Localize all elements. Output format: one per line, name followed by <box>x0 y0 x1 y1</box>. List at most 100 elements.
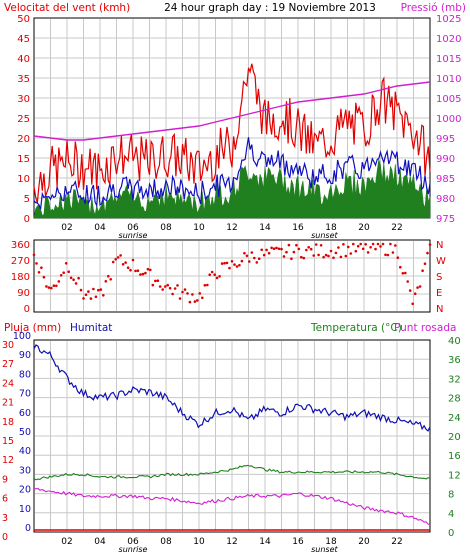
direction-point <box>416 286 419 289</box>
pressure-title: Pressió (mb) <box>401 2 466 14</box>
direction-point <box>186 292 189 295</box>
direction-point <box>257 257 261 261</box>
direction-point <box>139 273 142 276</box>
temperature-y-tick-label: 8 <box>448 490 454 501</box>
direction-point <box>168 286 172 290</box>
rain-y-tick-label: 30 <box>2 340 14 351</box>
direction-point <box>243 251 246 255</box>
direction-point <box>161 288 164 291</box>
direction-point <box>97 288 100 292</box>
direction-point <box>287 243 291 247</box>
hum-x-tick-label: 20 <box>358 537 370 547</box>
direction-point <box>322 255 325 259</box>
direction-point <box>314 243 318 246</box>
direction-point <box>295 243 298 247</box>
direction-point <box>149 268 152 272</box>
direction-point <box>233 263 236 266</box>
direction-point <box>332 256 335 260</box>
humidity-y-tick-label: 50 <box>19 427 31 438</box>
direction-point <box>361 247 365 251</box>
direction-point <box>156 279 160 283</box>
direction-point <box>57 280 61 283</box>
direction-point <box>158 285 162 288</box>
direction-point <box>329 249 333 253</box>
direction-point <box>401 272 405 275</box>
direction-point <box>32 253 36 257</box>
direction-point <box>55 284 58 288</box>
direction-point <box>255 261 259 264</box>
humidity-y-tick-label: 90 <box>19 350 31 361</box>
direction-point <box>250 251 254 254</box>
pressure-y-tick-label: 1020 <box>436 34 461 45</box>
direction-point <box>245 254 249 258</box>
direction-point <box>307 246 311 249</box>
direction-compass-label: W <box>436 256 446 267</box>
direction-point <box>317 253 320 257</box>
direction-point <box>42 275 46 279</box>
direction-point <box>371 242 375 246</box>
hum-x-tick-label: 04 <box>94 537 106 547</box>
direction-point <box>347 245 350 249</box>
direction-point <box>196 299 199 302</box>
direction-point <box>84 293 88 297</box>
temperature-y-tick-label: 16 <box>448 451 461 462</box>
direction-point <box>267 251 271 255</box>
wind-x-tick-label: 02 <box>61 223 72 233</box>
direction-point <box>141 272 145 276</box>
direction-point <box>99 288 103 291</box>
direction-point <box>280 247 283 251</box>
direction-point <box>62 271 65 275</box>
direction-point <box>72 278 75 282</box>
direction-point <box>144 271 147 275</box>
direction-point <box>344 254 348 258</box>
wind-speed-title: Velocitat del vent (kmh) <box>4 2 130 14</box>
wind-y-tick-label: 25 <box>17 114 30 125</box>
direction-point <box>208 273 211 277</box>
direction-point <box>379 245 382 248</box>
temperature-y-tick-label: 12 <box>448 470 461 481</box>
direction-point <box>428 243 432 246</box>
direction-point <box>201 296 204 300</box>
direction-point <box>282 255 286 258</box>
direction-point <box>109 278 112 281</box>
rain-y-tick-label: 0 <box>2 532 8 543</box>
direction-point <box>302 256 306 260</box>
direction-point <box>213 273 216 277</box>
humidity-panel-frame <box>33 339 431 533</box>
rain-y-tick-label: 18 <box>2 417 14 428</box>
humidity-y-tick-label: 70 <box>19 389 31 400</box>
wind-y-tick-label: 50 <box>17 14 30 25</box>
direction-panel-frame <box>33 239 431 313</box>
direction-point <box>64 262 68 265</box>
direction-point <box>134 269 137 273</box>
direction-point <box>77 276 80 280</box>
rain-y-tick-label: 15 <box>2 436 14 447</box>
direction-point <box>215 276 219 280</box>
pressure-y-tick-label: 980 <box>436 194 455 205</box>
humidity-y-tick-label: 80 <box>19 369 31 380</box>
direction-point <box>40 266 43 270</box>
rain-y-tick-label: 3 <box>2 513 8 524</box>
pressure-series <box>33 81 431 141</box>
direction-point <box>290 257 293 261</box>
direction-point <box>104 280 108 283</box>
direction-point <box>220 262 224 265</box>
direction-point <box>366 251 370 254</box>
direction-point <box>59 274 63 277</box>
hum-x-tick-label: 14 <box>259 537 271 547</box>
direction-point <box>253 256 256 260</box>
temperature-y-tick-label: 32 <box>448 374 461 385</box>
direction-point <box>334 251 338 255</box>
wind-avg-series <box>33 137 431 210</box>
wind-y-tick-label: 5 <box>24 194 30 205</box>
direction-point <box>235 265 239 268</box>
direction-point <box>225 261 229 265</box>
direction-point <box>411 302 415 306</box>
direction-point <box>102 294 105 297</box>
direction-point <box>47 286 51 289</box>
wind-y-tick-label: 10 <box>17 174 30 185</box>
temperature-series <box>33 464 431 481</box>
humidity-series <box>33 344 431 432</box>
direction-point <box>292 250 296 254</box>
wind-x-tick-label: 22 <box>391 223 402 233</box>
